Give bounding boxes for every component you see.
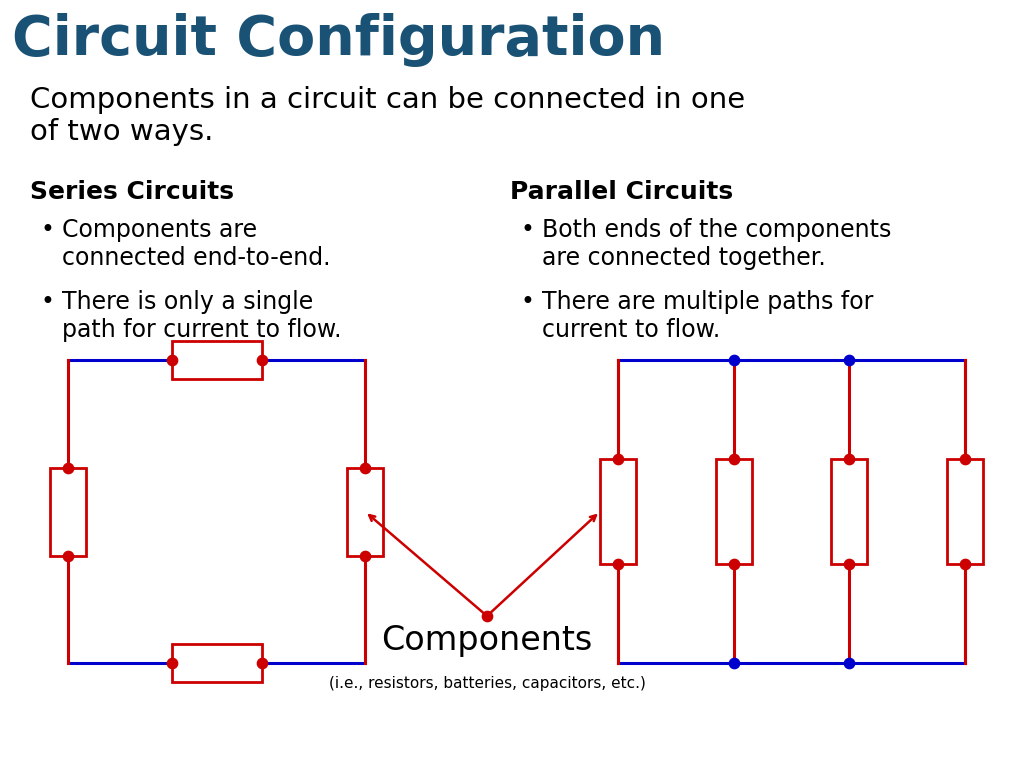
Text: Components: Components xyxy=(381,624,593,657)
Point xyxy=(163,354,179,366)
Point xyxy=(59,462,76,474)
Bar xyxy=(171,341,261,379)
Text: •: • xyxy=(40,290,54,314)
Point xyxy=(356,549,373,561)
Bar xyxy=(600,459,636,564)
Point xyxy=(610,558,627,570)
Text: Components are
connected end-to-end.: Components are connected end-to-end. xyxy=(62,218,331,270)
Point xyxy=(610,453,627,465)
Point xyxy=(479,610,496,622)
Text: There is only a single
path for current to flow.: There is only a single path for current … xyxy=(62,290,341,342)
Bar xyxy=(716,459,752,564)
Bar xyxy=(171,644,261,682)
Point xyxy=(163,657,179,669)
Text: Series Circuits: Series Circuits xyxy=(30,180,234,204)
Point xyxy=(725,657,741,669)
Text: •: • xyxy=(520,290,534,314)
Bar xyxy=(831,459,867,564)
Text: Parallel Circuits: Parallel Circuits xyxy=(510,180,733,204)
Bar xyxy=(347,468,383,555)
Point xyxy=(841,453,857,465)
Point xyxy=(956,558,973,570)
Point xyxy=(725,354,741,366)
Point xyxy=(725,558,741,570)
Point xyxy=(841,354,857,366)
Text: Circuit Configuration: Circuit Configuration xyxy=(12,13,666,67)
Bar xyxy=(50,468,86,555)
Point xyxy=(253,657,269,669)
Bar xyxy=(947,459,983,564)
Point xyxy=(841,558,857,570)
Text: •: • xyxy=(520,218,534,242)
Point xyxy=(59,549,76,561)
Text: Components in a circuit can be connected in one
of two ways.: Components in a circuit can be connected… xyxy=(30,86,745,147)
Point xyxy=(841,657,857,669)
Point xyxy=(725,453,741,465)
Text: There are multiple paths for
current to flow.: There are multiple paths for current to … xyxy=(542,290,873,342)
Point xyxy=(956,453,973,465)
Text: (i.e., resistors, batteries, capacitors, etc.): (i.e., resistors, batteries, capacitors,… xyxy=(329,676,645,691)
Text: •: • xyxy=(40,218,54,242)
Point xyxy=(356,462,373,474)
Point xyxy=(253,354,269,366)
Text: Both ends of the components
are connected together.: Both ends of the components are connecte… xyxy=(542,218,891,270)
